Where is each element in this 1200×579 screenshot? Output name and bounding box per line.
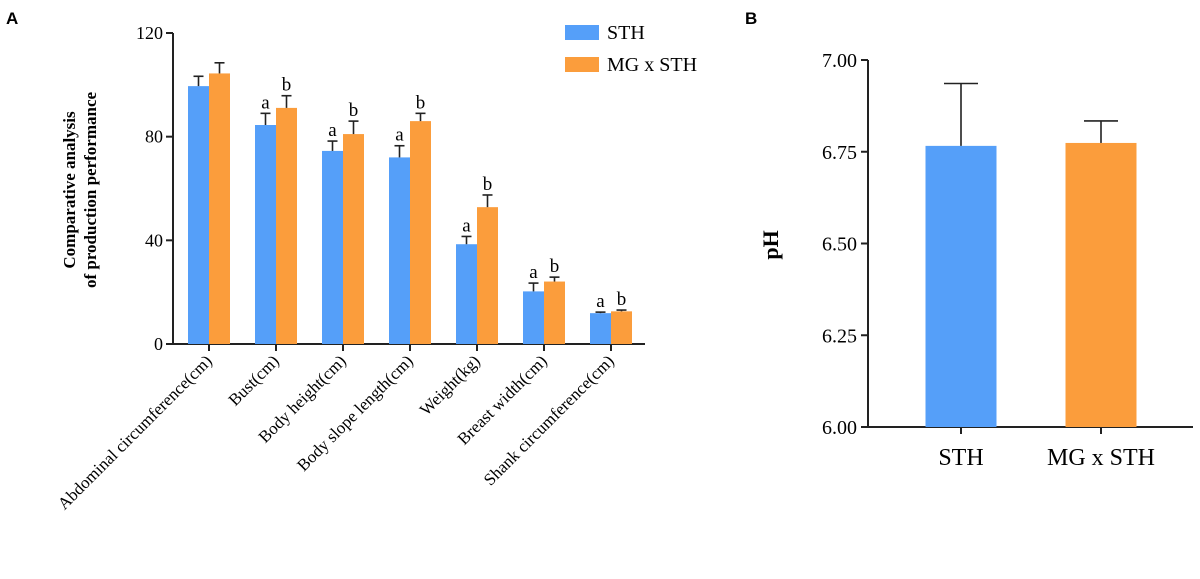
y-tick-label-b: 6.75	[822, 142, 857, 164]
legend-swatch-sth	[565, 25, 599, 40]
bar-sth	[389, 157, 410, 344]
y-tick-label-b: 6.00	[822, 417, 857, 439]
x-tick-label-b: STH	[938, 445, 983, 471]
y-axis-label-b: pH	[758, 230, 783, 259]
bar-sth	[188, 86, 209, 345]
y-tick-label-a: 80	[145, 127, 163, 147]
y-axis-label-line: of production performance	[81, 91, 100, 288]
y-axis-label-line: Comparative analysis	[60, 111, 79, 269]
bar-mg-x-sth	[611, 311, 632, 344]
legend-label: STH	[607, 22, 645, 44]
significance-letter: b	[416, 92, 426, 113]
x-tick-label-b: MG x STH	[1047, 445, 1155, 471]
y-axis-label-a: Comparative analysis of production perfor…	[60, 91, 100, 288]
legend-swatch-mg-x-sth	[565, 57, 599, 72]
x-tick-label-a: Weight(kg)	[416, 351, 484, 419]
y-tick-label-a: 120	[136, 23, 163, 43]
bar-mg-x-sth	[477, 207, 498, 344]
bar-mg-x-sth	[1065, 142, 1137, 427]
significance-letter: a	[328, 120, 337, 141]
significance-letter: a	[261, 92, 270, 113]
significance-letter: b	[550, 256, 560, 277]
significance-letter: b	[617, 289, 627, 310]
y-tick-label-b: 7.00	[822, 50, 857, 72]
significance-letter: b	[483, 174, 493, 195]
y-tick-label-b: 6.25	[822, 325, 857, 347]
bar-sth	[590, 313, 611, 344]
significance-letter: a	[462, 215, 471, 236]
bar-mg-x-sth	[209, 73, 230, 345]
y-tick-label-a: 0	[154, 334, 163, 354]
bar-sth	[322, 150, 343, 344]
bar-sth	[523, 291, 544, 344]
significance-letter: a	[596, 291, 605, 312]
x-tick-label-a: Abdominal circumference(cm)	[54, 351, 216, 513]
bar-sth	[456, 244, 477, 344]
x-tick-label-a: Bust(cm)	[225, 351, 283, 409]
y-tick-label-a: 40	[145, 230, 163, 250]
bar-sth	[925, 145, 997, 428]
panel-label-b: B	[745, 9, 757, 28]
bar-mg-x-sth	[410, 121, 431, 344]
y-tick-label-b: 6.50	[822, 234, 857, 256]
panel-label-a: A	[6, 9, 18, 28]
bar-mg-x-sth	[276, 107, 297, 344]
bar-sth	[255, 125, 276, 344]
significance-letter: a	[529, 262, 538, 283]
significance-letter: a	[395, 125, 404, 146]
significance-letter: b	[349, 100, 359, 121]
bar-mg-x-sth	[343, 134, 364, 344]
bar-mg-x-sth	[544, 281, 565, 344]
legend-label: MG x STH	[607, 54, 697, 76]
x-tick-label-a: Body slope length(cm)	[293, 351, 417, 475]
significance-letter: b	[282, 75, 292, 96]
x-tick-label-a: Shank circumference(cm)	[480, 351, 618, 489]
